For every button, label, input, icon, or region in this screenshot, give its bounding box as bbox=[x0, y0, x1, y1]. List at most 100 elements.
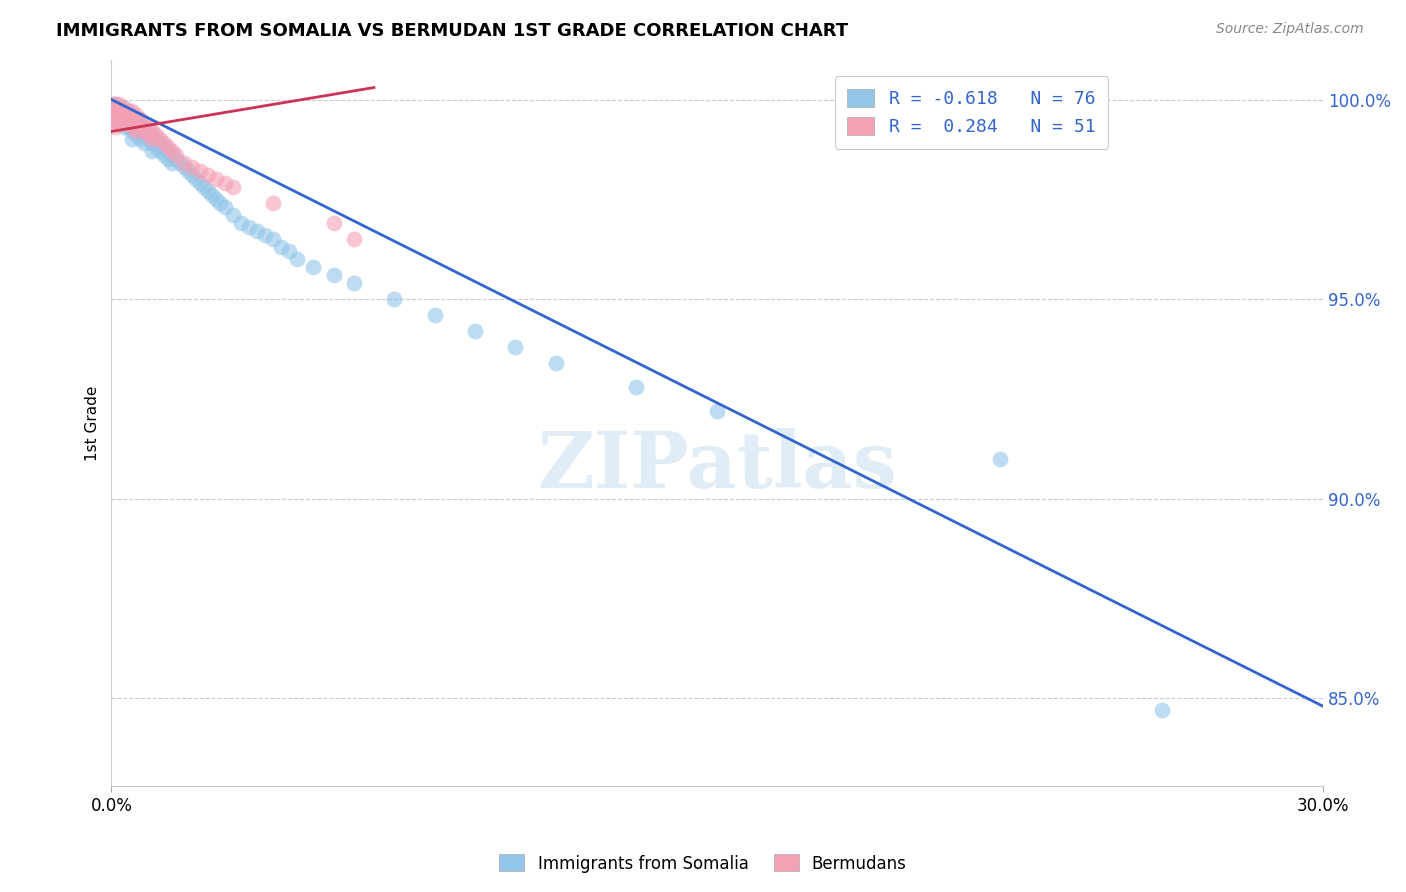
Point bbox=[149, 145, 172, 159]
Point bbox=[112, 120, 135, 135]
Point bbox=[262, 196, 284, 211]
Point bbox=[124, 116, 146, 130]
Point bbox=[117, 104, 139, 119]
Point bbox=[103, 96, 125, 111]
Point bbox=[104, 108, 127, 122]
Point bbox=[124, 120, 146, 135]
Point bbox=[104, 108, 127, 122]
Point bbox=[156, 140, 179, 154]
Point bbox=[343, 232, 366, 246]
Point bbox=[121, 116, 143, 130]
Point bbox=[153, 140, 176, 154]
Point bbox=[108, 116, 131, 130]
Point bbox=[104, 101, 127, 115]
Point bbox=[197, 185, 219, 199]
Point bbox=[173, 161, 195, 175]
Point bbox=[132, 128, 155, 143]
Point bbox=[108, 108, 131, 122]
Point bbox=[270, 240, 292, 254]
Point bbox=[112, 112, 135, 127]
Point bbox=[117, 120, 139, 135]
Point bbox=[169, 156, 191, 170]
Point bbox=[382, 292, 405, 306]
Point bbox=[104, 120, 127, 135]
Point bbox=[464, 324, 486, 338]
Point bbox=[145, 132, 167, 146]
Point bbox=[112, 101, 135, 115]
Point bbox=[626, 380, 648, 394]
Point bbox=[322, 268, 344, 282]
Point bbox=[160, 148, 183, 162]
Point bbox=[112, 108, 135, 122]
Point bbox=[209, 196, 232, 211]
Text: Source: ZipAtlas.com: Source: ZipAtlas.com bbox=[1216, 22, 1364, 37]
Point bbox=[104, 104, 127, 119]
Point bbox=[141, 128, 163, 143]
Point bbox=[145, 140, 167, 154]
Point bbox=[214, 177, 236, 191]
Point bbox=[165, 148, 187, 162]
Point bbox=[108, 101, 131, 115]
Point bbox=[136, 120, 159, 135]
Point bbox=[124, 124, 146, 138]
Point bbox=[141, 124, 163, 138]
Point bbox=[193, 180, 215, 194]
Point bbox=[108, 104, 131, 119]
Point bbox=[121, 104, 143, 119]
Text: ZIPatlas: ZIPatlas bbox=[537, 428, 897, 505]
Point bbox=[121, 120, 143, 135]
Point bbox=[160, 145, 183, 159]
Point bbox=[205, 192, 228, 206]
Point bbox=[141, 132, 163, 146]
Point bbox=[145, 128, 167, 143]
Point bbox=[104, 112, 127, 127]
Point bbox=[141, 136, 163, 151]
Point bbox=[136, 128, 159, 143]
Point bbox=[112, 104, 135, 119]
Point bbox=[229, 216, 252, 230]
Point bbox=[108, 96, 131, 111]
Point bbox=[108, 112, 131, 127]
Point bbox=[343, 276, 366, 290]
Point bbox=[117, 104, 139, 119]
Point bbox=[121, 132, 143, 146]
Point bbox=[181, 169, 204, 183]
Point bbox=[103, 101, 125, 115]
Point bbox=[124, 112, 146, 127]
Point bbox=[181, 161, 204, 175]
Point bbox=[253, 228, 276, 243]
Point bbox=[121, 108, 143, 122]
Point bbox=[262, 232, 284, 246]
Point bbox=[153, 136, 176, 151]
Point bbox=[117, 108, 139, 122]
Point bbox=[121, 124, 143, 138]
Point bbox=[205, 172, 228, 186]
Point bbox=[1150, 703, 1173, 717]
Point bbox=[188, 164, 211, 178]
Point bbox=[238, 220, 260, 235]
Point bbox=[278, 244, 301, 259]
Point bbox=[128, 132, 150, 146]
Point bbox=[108, 104, 131, 119]
Point bbox=[132, 136, 155, 151]
Point bbox=[156, 153, 179, 167]
Point bbox=[112, 108, 135, 122]
Point bbox=[186, 172, 208, 186]
Point bbox=[197, 169, 219, 183]
Point bbox=[132, 124, 155, 138]
Point bbox=[104, 104, 127, 119]
Point bbox=[117, 116, 139, 130]
Point bbox=[706, 404, 728, 418]
Point bbox=[128, 116, 150, 130]
Point bbox=[423, 308, 446, 322]
Point bbox=[177, 164, 200, 178]
Y-axis label: 1st Grade: 1st Grade bbox=[86, 385, 100, 460]
Point bbox=[132, 120, 155, 135]
Point bbox=[322, 216, 344, 230]
Point bbox=[112, 101, 135, 115]
Point bbox=[505, 340, 527, 354]
Point bbox=[112, 116, 135, 130]
Point bbox=[988, 451, 1011, 466]
Point bbox=[104, 116, 127, 130]
Point bbox=[141, 145, 163, 159]
